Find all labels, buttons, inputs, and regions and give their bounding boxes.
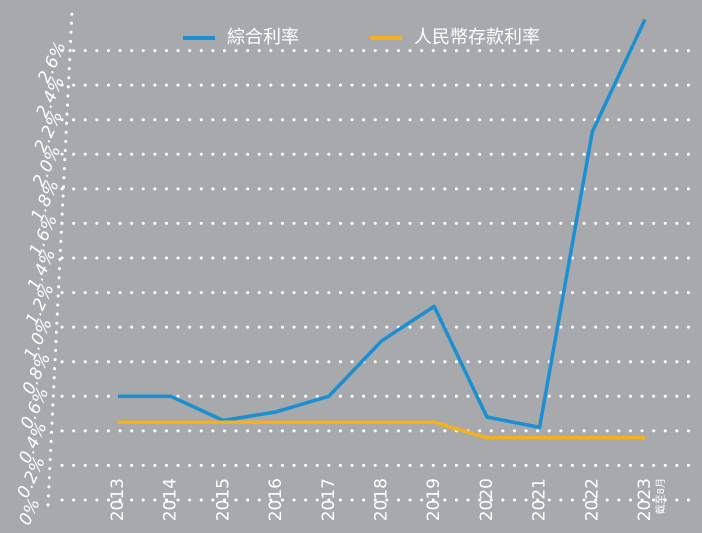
x-tick-label: 2018 <box>372 478 392 521</box>
x-tick-label: 2015 <box>213 478 233 521</box>
legend-label: 綜合利率 <box>227 27 299 48</box>
x-tick-label: 2022 <box>582 478 602 521</box>
x-tick-label: 2019 <box>424 478 444 521</box>
x-tick-label: 2023 <box>635 478 655 521</box>
x-tick-label: 2020 <box>477 478 497 521</box>
x-tick-label: 2021 <box>530 478 550 521</box>
x-tick-label: 2016 <box>266 478 286 521</box>
x-tick-label: 2017 <box>319 478 339 521</box>
x-tick-label: 2013 <box>108 478 128 521</box>
legend-label: 人民幣存款利率 <box>414 27 540 48</box>
line-series <box>118 420 645 440</box>
y-axis <box>46 10 74 507</box>
x-tick-label: 2014 <box>161 478 181 521</box>
y-tick-label: 2.6% <box>34 39 70 87</box>
annotation: 截至8月 <box>654 478 667 514</box>
line-series <box>118 18 647 430</box>
